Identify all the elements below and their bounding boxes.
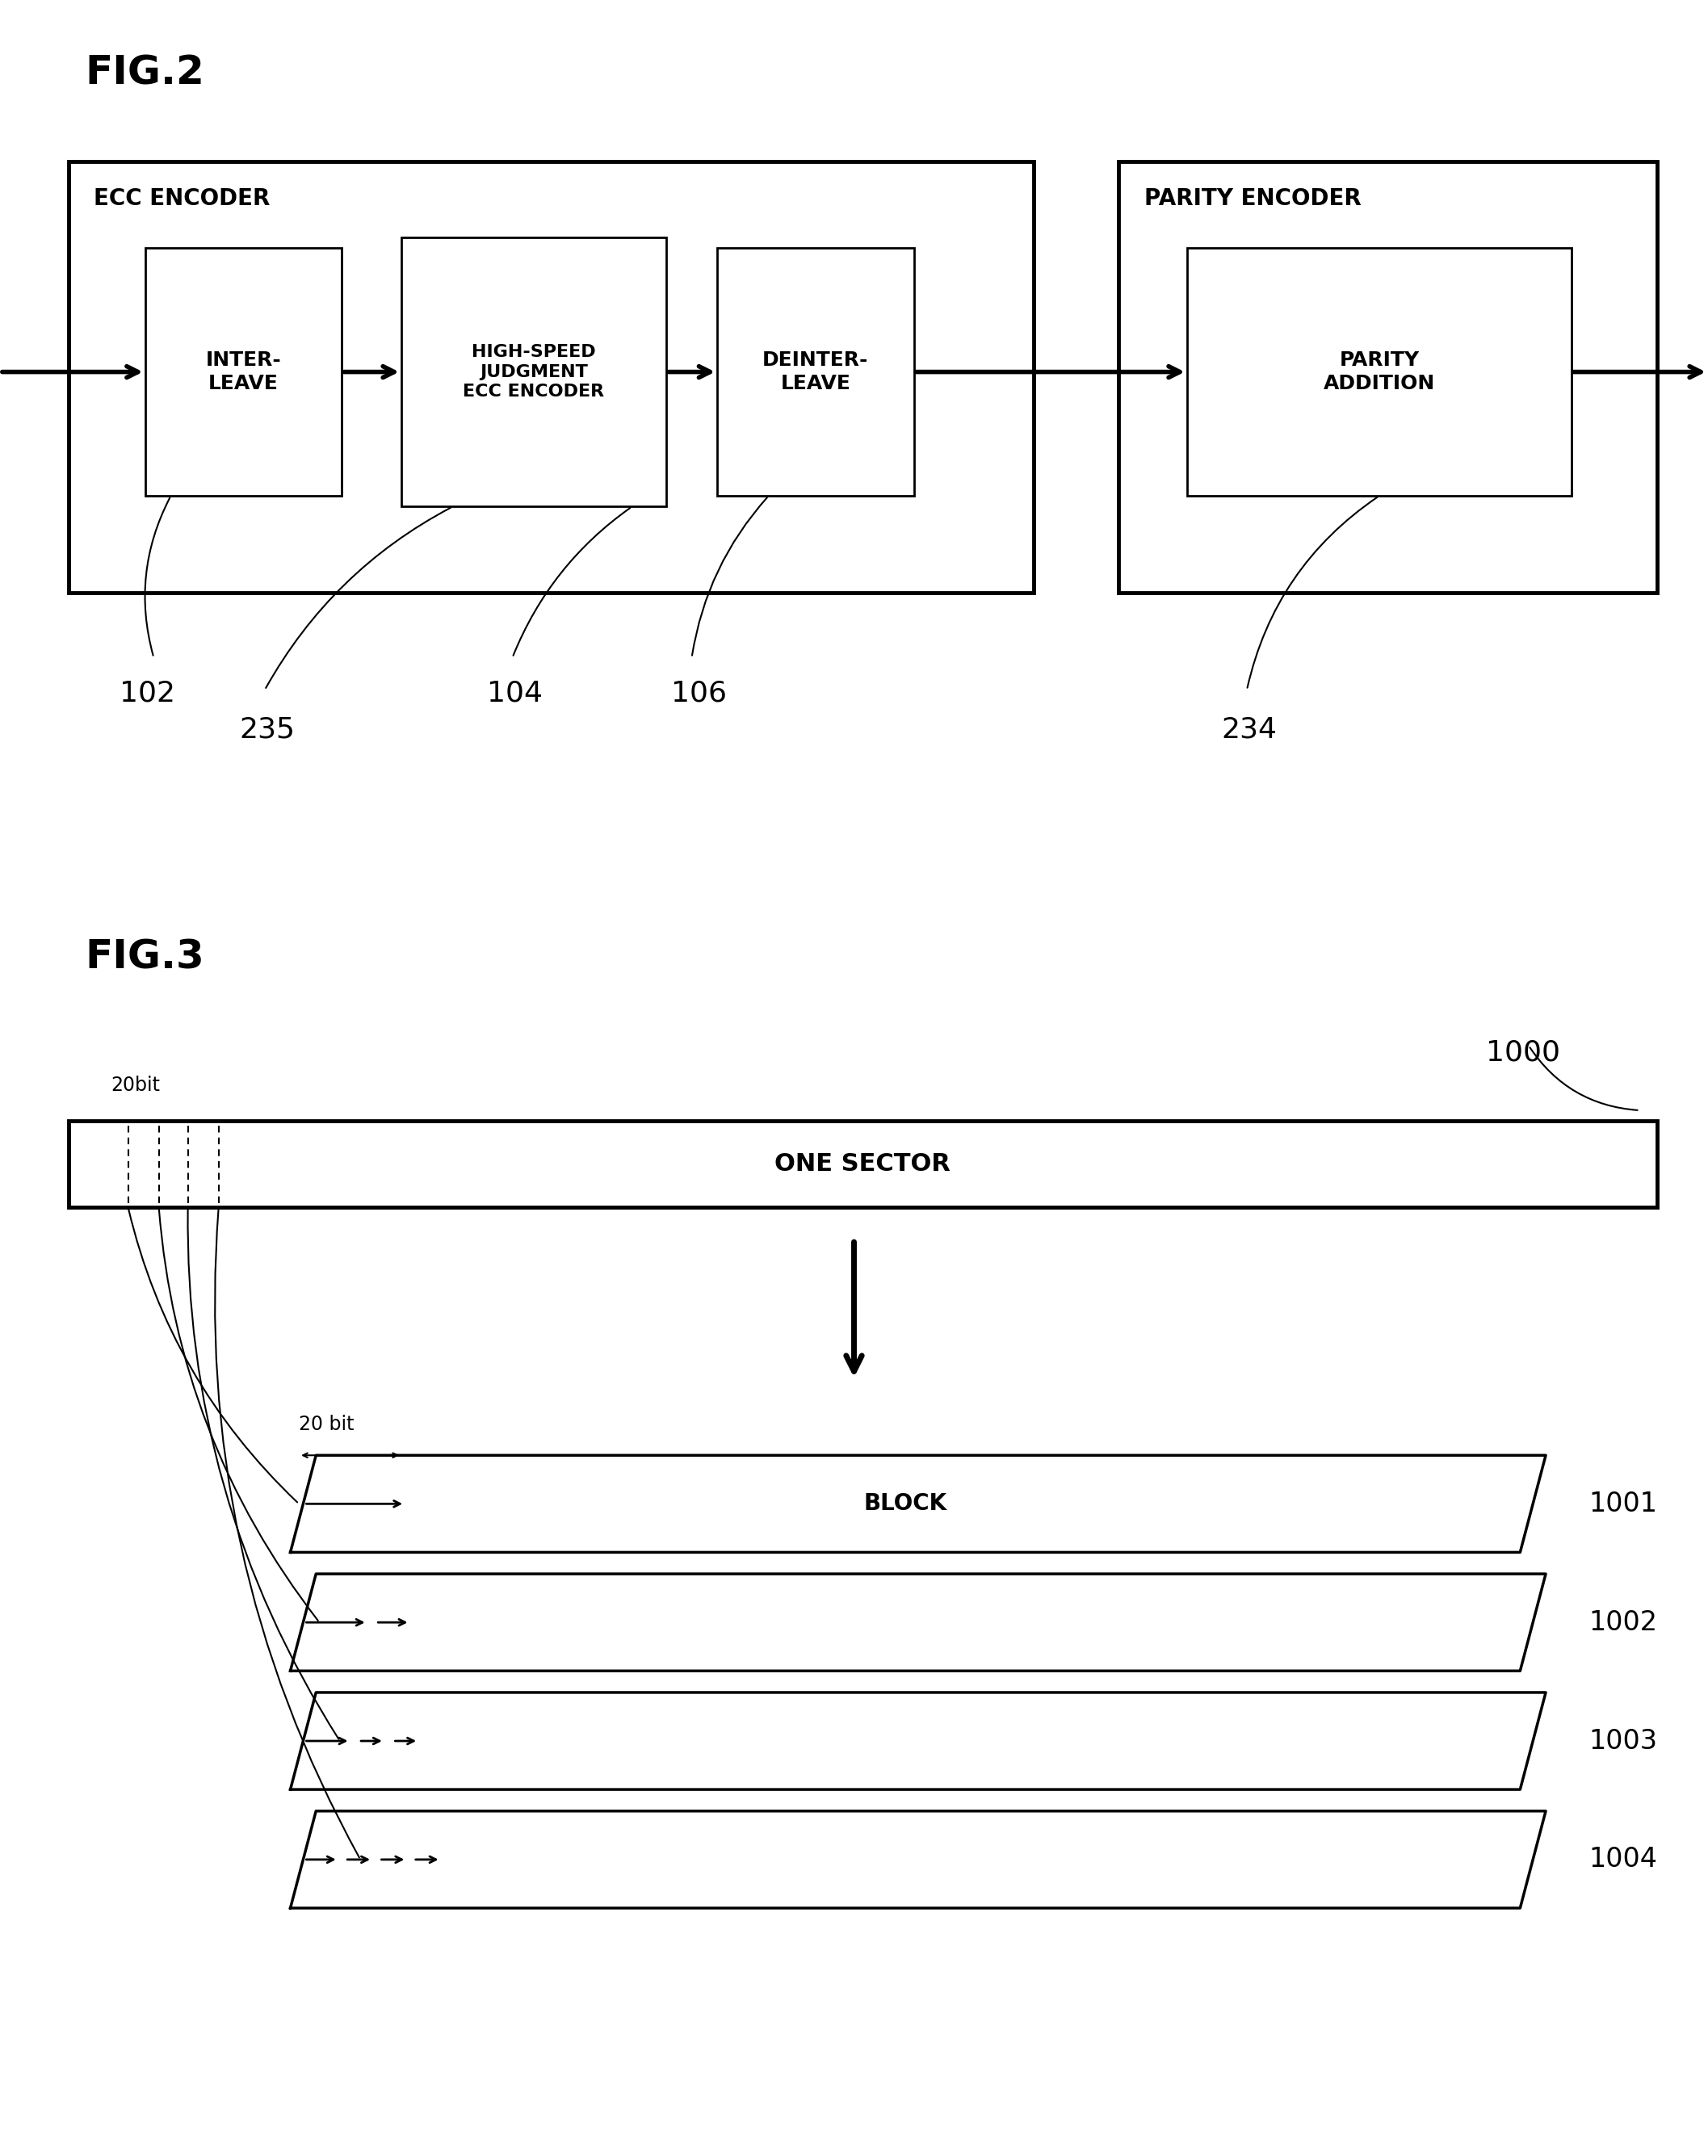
Text: FIG.3: FIG.3 <box>85 938 205 977</box>
Text: ECC ENCODER: ECC ENCODER <box>94 188 270 209</box>
Text: 235: 235 <box>239 716 295 744</box>
Text: BLOCK: BLOCK <box>864 1492 946 1516</box>
Text: DEINTER-
LEAVE: DEINTER- LEAVE <box>762 349 869 395</box>
Text: 20 bit: 20 bit <box>299 1414 354 1434</box>
FancyBboxPatch shape <box>1187 248 1571 496</box>
Text: 1002: 1002 <box>1588 1608 1657 1636</box>
Text: INTER-
LEAVE: INTER- LEAVE <box>205 349 282 395</box>
FancyBboxPatch shape <box>68 1121 1657 1207</box>
FancyBboxPatch shape <box>1119 162 1657 593</box>
Text: PARITY
ADDITION: PARITY ADDITION <box>1324 349 1435 395</box>
Text: 234: 234 <box>1221 716 1278 744</box>
Text: 1004: 1004 <box>1588 1846 1657 1874</box>
Text: ONE SECTOR: ONE SECTOR <box>774 1153 951 1175</box>
Text: 20bit: 20bit <box>111 1076 161 1095</box>
FancyBboxPatch shape <box>145 248 342 496</box>
Text: HIGH-SPEED
JUDGMENT
ECC ENCODER: HIGH-SPEED JUDGMENT ECC ENCODER <box>463 343 605 401</box>
Text: FIG.2: FIG.2 <box>85 54 205 93</box>
Text: 1003: 1003 <box>1588 1727 1657 1755</box>
FancyBboxPatch shape <box>401 237 666 507</box>
FancyBboxPatch shape <box>717 248 914 496</box>
Text: 1000: 1000 <box>1486 1039 1559 1067</box>
Text: 102: 102 <box>120 679 176 707</box>
Text: 106: 106 <box>671 679 728 707</box>
Text: 104: 104 <box>487 679 543 707</box>
Text: PARITY ENCODER: PARITY ENCODER <box>1144 188 1361 209</box>
FancyBboxPatch shape <box>68 162 1033 593</box>
Text: 1001: 1001 <box>1588 1490 1657 1518</box>
